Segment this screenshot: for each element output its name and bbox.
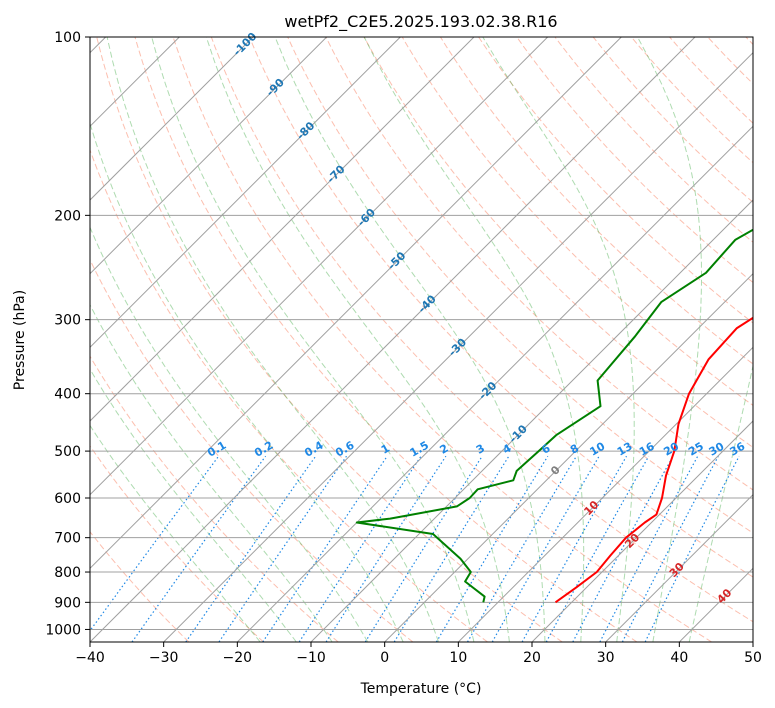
x-tick-label: −20 — [223, 650, 253, 666]
dry-adiabat — [134, 37, 638, 642]
y-axis-label: Pressure (hPa) — [12, 290, 28, 390]
isotherm-line — [384, 272, 753, 642]
isotherm-line — [90, 37, 549, 496]
dewpoint-line — [355, 228, 753, 603]
isotherm-line — [90, 37, 622, 570]
dry-adiabat — [516, 37, 753, 284]
moist-adiabat — [205, 37, 510, 642]
grid-lines — [90, 37, 753, 642]
x-tick-label: −30 — [149, 650, 179, 666]
isotherm-line — [90, 37, 328, 275]
y-tick-label: 800 — [54, 565, 81, 581]
chart-title: wetPf2_C2E5.2025.193.02.38.R16 — [284, 12, 557, 32]
dry-adiabat — [90, 530, 190, 642]
mixing-ratio-line — [185, 455, 317, 642]
y-tick-label: 300 — [54, 313, 81, 329]
y-tick-label: 100 — [54, 30, 81, 46]
moist-adiabat — [482, 37, 635, 642]
dry-adiabat — [287, 37, 753, 534]
isotherm-line — [90, 37, 401, 349]
plot-frame — [89, 36, 754, 643]
dry-adiabat — [401, 37, 753, 407]
y-tick-label: 200 — [54, 208, 81, 224]
isotherm-line — [310, 199, 753, 642]
dry-adiabat — [90, 258, 414, 642]
isotherm-line — [90, 37, 475, 422]
moist-adiabat — [90, 226, 369, 642]
mixing-ratio-line — [435, 455, 549, 642]
mixing-ratio-line — [90, 455, 220, 632]
isotherm-line — [163, 51, 753, 642]
dry-adiabat — [90, 148, 488, 642]
mixing-ratio-line — [218, 455, 347, 642]
dry-adiabat — [630, 37, 753, 164]
isotherm-line — [605, 493, 753, 642]
mixing-ratio-line — [466, 455, 577, 642]
moist-adiabat — [637, 37, 702, 642]
temperature-line — [554, 316, 753, 604]
axis-ticks: −40 −30 −20 −10 0 10 20 30 40 50 100 200 300 400 500 60… — [45, 30, 762, 666]
moist-adiabat — [151, 37, 475, 642]
moist-adiabat — [274, 37, 546, 642]
y-tick-label: 400 — [54, 387, 81, 403]
dry-adiabat — [249, 37, 753, 578]
x-tick-label: −10 — [296, 650, 326, 666]
x-tick-label: 30 — [597, 650, 615, 666]
moist-adiabat — [90, 424, 261, 642]
y-tick-label: 600 — [54, 491, 81, 507]
x-axis-label: Temperature (°C) — [360, 681, 482, 697]
x-tick-label: 40 — [670, 650, 688, 666]
dry-adiabat — [96, 37, 563, 642]
dry-adiabat — [592, 37, 753, 203]
y-tick-label: 700 — [54, 531, 81, 547]
dry-adiabat — [90, 355, 339, 642]
dry-adiabat — [439, 37, 753, 365]
y-tick-label: 900 — [54, 595, 81, 611]
isotherm-line — [457, 346, 753, 642]
isotherm-line — [531, 420, 753, 642]
dry-adiabat — [478, 37, 753, 324]
moist-adiabat — [90, 121, 404, 642]
x-tick-label: 20 — [523, 650, 541, 666]
dry-adiabat — [210, 37, 753, 623]
x-tick-label: 0 — [380, 650, 389, 666]
data-series — [355, 228, 753, 604]
dry-adiabat — [554, 37, 753, 243]
isotherm-line — [236, 125, 753, 642]
moist-adiabat — [106, 37, 439, 642]
x-tick-label: 10 — [449, 650, 467, 666]
isotherm-line — [90, 37, 254, 201]
x-tick-label: 50 — [744, 650, 762, 666]
dry-adiabat — [172, 37, 712, 642]
y-tick-label: 1000 — [45, 622, 81, 638]
y-tick-label: 500 — [54, 444, 81, 460]
isotherm-line — [90, 37, 696, 642]
moist-adiabat — [363, 37, 585, 642]
x-tick-label: −40 — [75, 650, 105, 666]
